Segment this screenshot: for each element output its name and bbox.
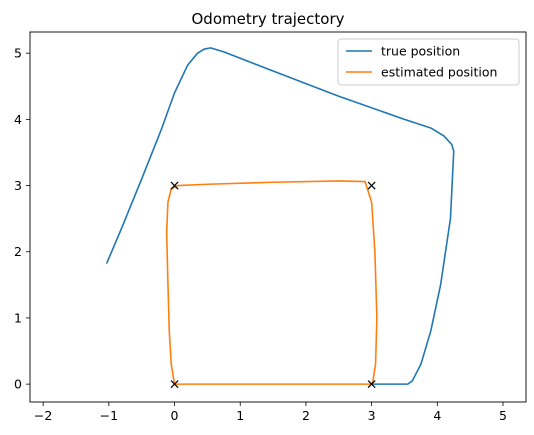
y-tick-label: 1 (14, 310, 22, 325)
y-tick-label: 5 (14, 46, 22, 61)
legend-box (337, 38, 520, 86)
y-tick-label: 3 (14, 178, 22, 193)
legend-label: estimated position (381, 65, 497, 80)
x-tick-label: 0 (171, 408, 179, 423)
x-tick-label: 1 (236, 408, 244, 423)
waypoint-marker (367, 380, 376, 389)
axis-ticks: −2 −1 0 1 2 3 4 5 0 1 2 3 4 5 (14, 46, 507, 423)
x-tick-label: 4 (433, 408, 441, 423)
legend: true position estimated position (337, 38, 520, 86)
x-tick-label: −2 (34, 408, 52, 423)
x-tick-label: 3 (368, 408, 376, 423)
axes-frame (29, 31, 527, 403)
y-tick-label: 4 (14, 112, 22, 127)
y-tick-label: 0 (14, 377, 22, 392)
plot-area (106, 47, 455, 389)
x-tick-label: −1 (100, 408, 118, 423)
x-tick-label: 5 (499, 408, 507, 423)
series-line-2 (165, 180, 378, 385)
y-tick-label: 2 (14, 244, 22, 259)
x-tick-label: 2 (302, 408, 310, 423)
legend-label: true position (381, 44, 460, 59)
series-line-1 (106, 47, 455, 385)
chart-title: Odometry trajectory (191, 10, 344, 28)
waypoint-marker (367, 181, 376, 190)
waypoint-marker (170, 181, 179, 190)
waypoint-marker (170, 380, 179, 389)
